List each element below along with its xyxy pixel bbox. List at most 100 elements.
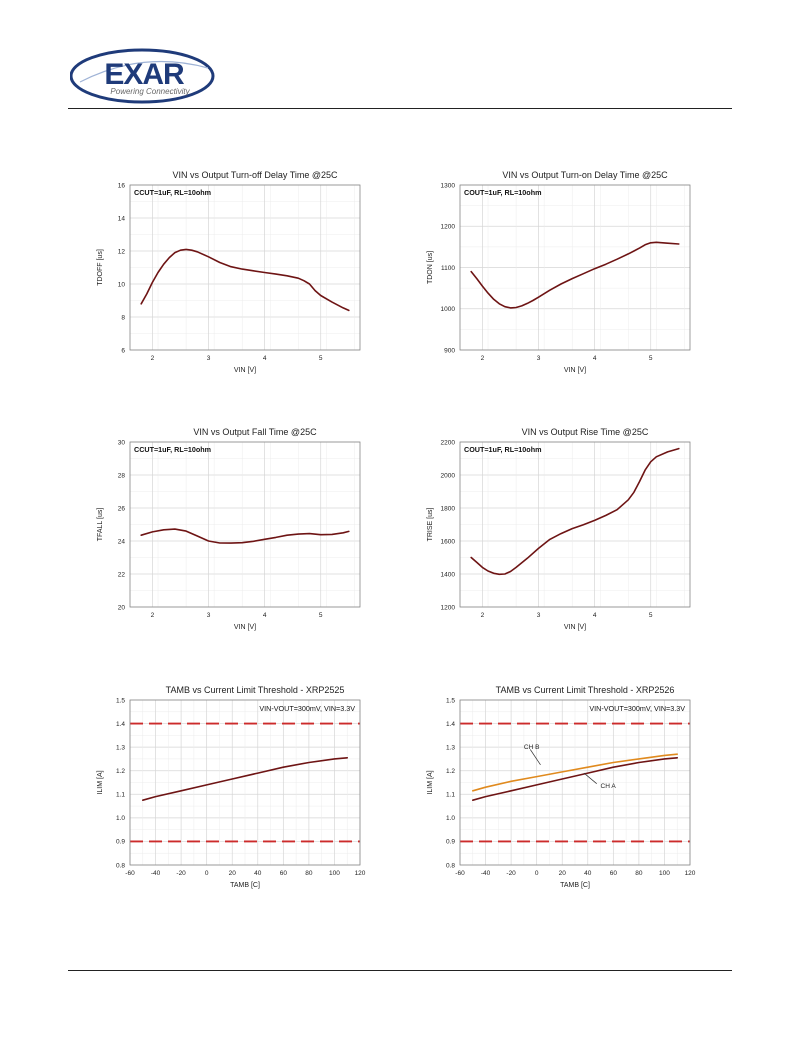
y-tick-label: 0.9 bbox=[446, 839, 455, 846]
chart-note: COUT=1uF, RL=10ohm bbox=[464, 188, 541, 197]
x-tick-label: 4 bbox=[263, 355, 267, 362]
y-tick-label: 1.2 bbox=[116, 768, 125, 775]
y-tick-label: 1300 bbox=[441, 182, 456, 189]
series-line bbox=[141, 757, 349, 801]
x-tick-label: 20 bbox=[229, 870, 237, 877]
x-tick-label: 20 bbox=[559, 870, 567, 877]
chart-svg: 6 8 10 12 14 16 2 3 4 5 VIN vs Output Turn-off De… bbox=[97, 170, 361, 374]
y-tick-label: 1100 bbox=[441, 265, 455, 272]
chart-ilim-xrp2525: 0.8 0.9 1.0 1.1 1.2 1.3 1.4 1.5 -60 -40 -20 0 20 40 60… bbox=[80, 680, 410, 910]
x-tick-label: 0 bbox=[535, 870, 539, 877]
chart-title: TAMB vs Current Limit Threshold - XRP252… bbox=[496, 685, 675, 695]
x-tick-label: 3 bbox=[537, 355, 541, 362]
chart-title: VIN vs Output Rise Time @25C bbox=[522, 427, 649, 437]
x-tick-label: -20 bbox=[176, 870, 186, 877]
y-axis-label: ILIM [A] bbox=[427, 770, 434, 794]
y-tick-label: 2200 bbox=[441, 439, 456, 446]
chart-svg: 0.8 0.9 1.0 1.1 1.2 1.3 1.4 1.5 -60 -40 -20 0 20 40 60… bbox=[427, 685, 696, 889]
x-tick-label: 120 bbox=[355, 870, 366, 877]
x-tick-label: 5 bbox=[649, 612, 653, 619]
x-axis-label: VIN [V] bbox=[234, 367, 256, 374]
x-tick-label: 5 bbox=[319, 355, 323, 362]
y-axis-label: TFALL [us] bbox=[97, 508, 104, 542]
x-tick-label: 60 bbox=[610, 870, 618, 877]
logo-tagline: Powering Connectivity bbox=[110, 87, 190, 96]
x-tick-label: 5 bbox=[649, 355, 653, 362]
y-tick-label: 1600 bbox=[441, 538, 456, 545]
x-axis-label: VIN [V] bbox=[564, 624, 586, 631]
y-tick-label: 24 bbox=[118, 538, 126, 545]
chart-turnon-delay: 900 1000 1100 1200 1300 2 3 4 5 VIN vs Output Tu… bbox=[410, 165, 740, 395]
x-tick-label: 4 bbox=[593, 612, 597, 619]
x-tick-label: -40 bbox=[151, 870, 161, 877]
series-line bbox=[470, 447, 680, 576]
series-line bbox=[140, 248, 350, 312]
chart-svg: 0.8 0.9 1.0 1.1 1.2 1.3 1.4 1.5 -60 -40 -20 0 20 40 60… bbox=[97, 685, 366, 889]
x-tick-label: 3 bbox=[207, 355, 211, 362]
y-tick-label: 0.8 bbox=[116, 862, 125, 869]
chart-svg: 1200 1400 1600 1800 2000 2200 2 3 4 5 VIN vs Outp… bbox=[427, 427, 691, 631]
x-tick-label: 0 bbox=[205, 870, 209, 877]
ch-a-leader bbox=[583, 772, 597, 784]
chart-svg: 900 1000 1100 1200 1300 2 3 4 5 VIN vs Output Tu… bbox=[427, 170, 691, 374]
y-tick-label: 1.1 bbox=[446, 792, 455, 799]
logo-swoosh bbox=[69, 48, 215, 104]
y-axis-label: TDOFF [us] bbox=[97, 249, 104, 286]
exar-logo: EXAR Powering Connectivity bbox=[69, 48, 218, 104]
y-tick-label: 0.8 bbox=[446, 862, 455, 869]
y-tick-label: 16 bbox=[118, 182, 126, 189]
header-rule bbox=[68, 108, 732, 109]
x-tick-label: 60 bbox=[280, 870, 288, 877]
y-tick-label: 1.0 bbox=[116, 815, 125, 822]
y-tick-label: 28 bbox=[118, 472, 126, 479]
x-tick-label: 4 bbox=[593, 355, 597, 362]
y-tick-label: 1.3 bbox=[116, 744, 125, 751]
logo-swoosh-inner bbox=[79, 60, 209, 83]
x-axis-label: TAMB [C] bbox=[560, 882, 590, 889]
y-tick-label: 1.2 bbox=[446, 768, 455, 775]
logo-wordmark: EXAR bbox=[104, 58, 185, 91]
y-tick-label: 1.5 bbox=[446, 697, 455, 704]
x-tick-label: 2 bbox=[151, 355, 155, 362]
x-tick-label: 80 bbox=[305, 870, 313, 877]
x-tick-label: -60 bbox=[455, 870, 465, 877]
y-tick-label: 12 bbox=[118, 248, 126, 255]
x-tick-label: 2 bbox=[151, 612, 155, 619]
y-tick-label: 6 bbox=[121, 347, 125, 354]
y-tick-label: 26 bbox=[118, 505, 126, 512]
y-axis-label: ILIM [A] bbox=[97, 770, 104, 794]
y-tick-label: 1.3 bbox=[446, 744, 455, 751]
x-tick-label: -40 bbox=[481, 870, 491, 877]
y-tick-label: 0.9 bbox=[116, 839, 125, 846]
x-tick-label: -20 bbox=[506, 870, 516, 877]
chart-title: VIN vs Output Turn-off Delay Time @25C bbox=[172, 170, 338, 180]
y-tick-label: 900 bbox=[444, 347, 455, 354]
y-tick-label: 10 bbox=[118, 281, 126, 288]
y-axis-label: TDON [us] bbox=[427, 251, 434, 284]
y-tick-label: 1200 bbox=[441, 604, 456, 611]
y-tick-label: 14 bbox=[118, 215, 126, 222]
chart-rise-time: 1200 1400 1600 1800 2000 2200 2 3 4 5 VIN vs Outp… bbox=[410, 422, 740, 652]
series-label-ch-a: CH A bbox=[601, 783, 617, 790]
chart-fall-time: 20 22 24 26 28 30 2 3 4 5 VIN vs Output Fall Time… bbox=[80, 422, 410, 652]
chart-svg: 20 22 24 26 28 30 2 3 4 5 VIN vs Output Fall Time… bbox=[97, 427, 361, 631]
chart-note: COUT=1uF, RL=10ohm bbox=[464, 445, 541, 454]
x-tick-label: 120 bbox=[685, 870, 696, 877]
series-line bbox=[470, 241, 680, 309]
y-tick-label: 1.5 bbox=[116, 697, 125, 704]
y-tick-label: 1400 bbox=[441, 571, 456, 578]
y-tick-label: 30 bbox=[118, 439, 126, 446]
x-axis-label: VIN [V] bbox=[564, 367, 586, 374]
x-axis-label: TAMB [C] bbox=[230, 882, 260, 889]
chart-turnoff-delay: 6 8 10 12 14 16 2 3 4 5 VIN vs Output Turn-off De… bbox=[80, 165, 410, 395]
x-tick-label: 3 bbox=[207, 612, 211, 619]
x-axis-label: VIN [V] bbox=[234, 624, 256, 631]
y-tick-label: 2000 bbox=[441, 472, 456, 479]
y-tick-label: 1200 bbox=[441, 224, 456, 231]
x-tick-label: 2 bbox=[481, 612, 485, 619]
chart-ilim-xrp2526: 0.8 0.9 1.0 1.1 1.2 1.3 1.4 1.5 -60 -40 -20 0 20 40 60… bbox=[410, 680, 740, 910]
x-tick-label: 40 bbox=[254, 870, 262, 877]
x-tick-label: 40 bbox=[584, 870, 592, 877]
series-line-ch-a bbox=[471, 757, 679, 801]
chart-title: VIN vs Output Fall Time @25C bbox=[193, 427, 317, 437]
